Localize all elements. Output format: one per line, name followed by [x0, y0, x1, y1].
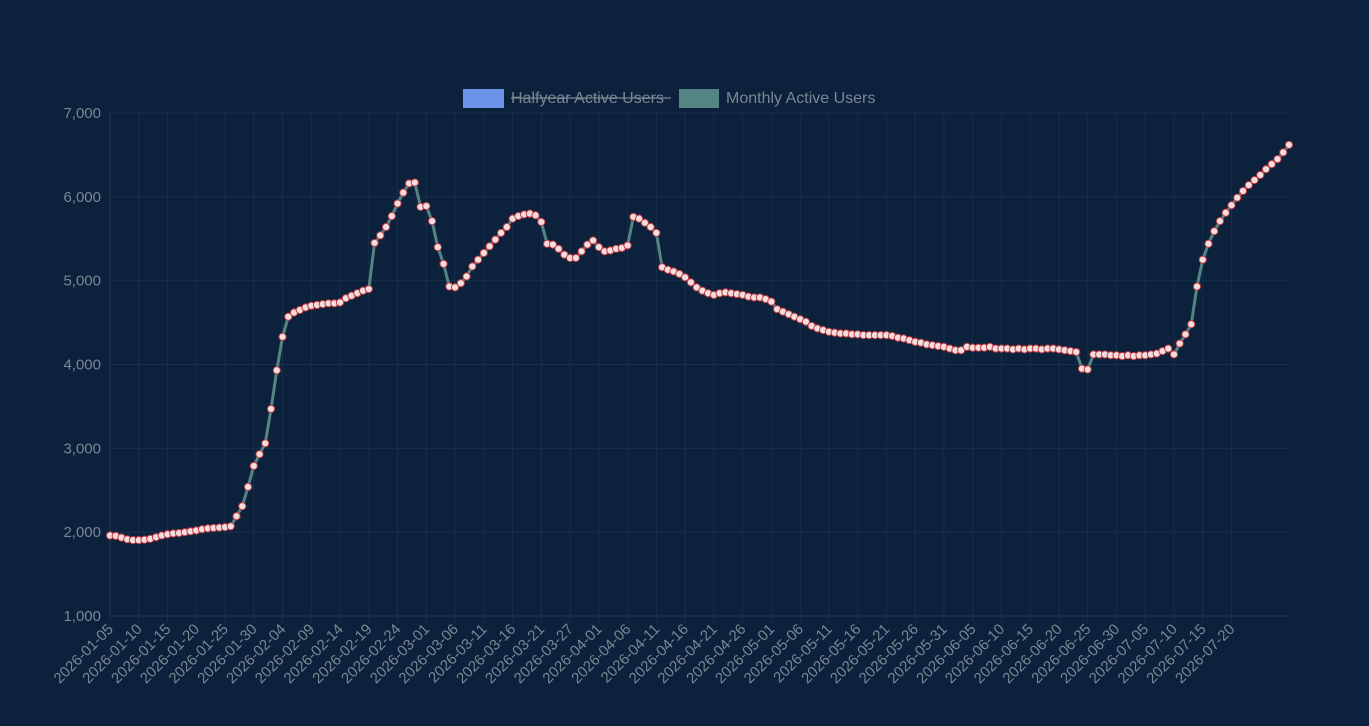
y-tick-label: 3,000: [63, 440, 101, 457]
y-tick-label: 2,000: [63, 524, 101, 541]
y-tick-label: 6,000: [63, 189, 101, 206]
data-point: [410, 178, 419, 187]
data-point: [1227, 201, 1236, 210]
data-point: [1175, 339, 1184, 348]
data-point: [381, 222, 391, 232]
data-point: [1238, 186, 1248, 196]
y-tick-label: 7,000: [63, 105, 101, 122]
legend-swatch-halfyear: [463, 89, 504, 108]
data-point: [284, 312, 293, 321]
data-point: [502, 222, 511, 232]
data-point: [1221, 208, 1230, 217]
data-point: [1083, 365, 1092, 374]
data-point: [376, 231, 385, 240]
data-point: [255, 450, 264, 459]
data-point: [439, 259, 448, 268]
data-point: [364, 284, 373, 294]
data-point: [456, 279, 465, 288]
data-point: [393, 199, 402, 208]
data-point: [548, 240, 557, 249]
data-point: [261, 439, 270, 448]
data-point: [686, 278, 695, 287]
data-point: [462, 272, 471, 281]
data-point: [801, 317, 810, 326]
series-layer: [105, 140, 1294, 545]
data-point: [646, 222, 655, 232]
data-point: [485, 242, 494, 251]
data-point: [491, 235, 500, 244]
data-point: [450, 283, 460, 292]
series-line-monthly-active-users: [109, 143, 1291, 542]
data-point: [1279, 148, 1288, 157]
data-point: [238, 502, 247, 511]
data-point: [681, 273, 690, 282]
data-point: [1267, 160, 1276, 169]
legend-label-monthly: Monthly Active Users: [726, 90, 875, 107]
data-point: [496, 228, 506, 237]
data-point: [635, 214, 644, 223]
data-point: [554, 244, 563, 253]
data-point: [249, 461, 258, 471]
data-point: [479, 248, 488, 258]
data-point: [468, 262, 477, 271]
data-point: [589, 236, 598, 245]
data-point: [1164, 344, 1173, 353]
data-point: [1181, 330, 1190, 339]
legend-item-monthly[interactable]: Monthly Active Users: [679, 89, 875, 108]
data-point: [399, 188, 408, 197]
data-point: [537, 217, 546, 227]
data-point: [243, 482, 253, 491]
data-point: [1192, 282, 1202, 291]
data-point: [583, 240, 592, 249]
data-point: [422, 201, 431, 211]
data-point: [1256, 170, 1265, 180]
data-point: [1204, 239, 1213, 248]
legend-swatch-monthly: [679, 89, 719, 108]
data-point: [640, 218, 649, 227]
data-point: [427, 217, 437, 226]
data-point: [1210, 227, 1219, 236]
data-point: [473, 255, 483, 264]
axes: 1,0002,0003,0004,0005,0006,0007,0002026-…: [51, 105, 1289, 687]
data-point: [1169, 350, 1179, 359]
data-point: [1187, 320, 1196, 329]
data-point: [1198, 255, 1207, 264]
data-point: [1284, 140, 1294, 149]
data-point: [1233, 193, 1242, 202]
data-point: [652, 228, 661, 237]
data-point: [767, 297, 776, 306]
legend-item-halfyear[interactable]: Halfyear Active Users: [463, 89, 671, 108]
data-point: [571, 253, 580, 263]
data-point: [266, 404, 276, 414]
y-tick-label: 4,000: [63, 357, 101, 374]
y-tick-label: 1,000: [63, 608, 101, 625]
y-tick-label: 5,000: [63, 273, 101, 290]
data-point: [226, 522, 235, 531]
data-point: [370, 238, 379, 248]
data-point: [433, 243, 442, 252]
data-point: [531, 211, 540, 220]
data-point: [1072, 347, 1081, 357]
data-point: [232, 512, 241, 521]
data-point: [335, 298, 345, 307]
data-point: [1215, 217, 1225, 226]
data-point: [387, 212, 396, 221]
data-point: [1244, 180, 1253, 190]
data-point: [594, 243, 603, 252]
data-point: [272, 366, 281, 375]
data-point: [1273, 155, 1282, 164]
data-point: [1250, 175, 1259, 185]
data-point: [623, 241, 632, 250]
data-point: [1261, 165, 1271, 174]
grid-lines: [109, 112, 1289, 622]
data-point: [278, 332, 287, 341]
data-point: [577, 247, 586, 256]
legend[interactable]: Halfyear Active Users Monthly Active Use…: [463, 89, 875, 108]
